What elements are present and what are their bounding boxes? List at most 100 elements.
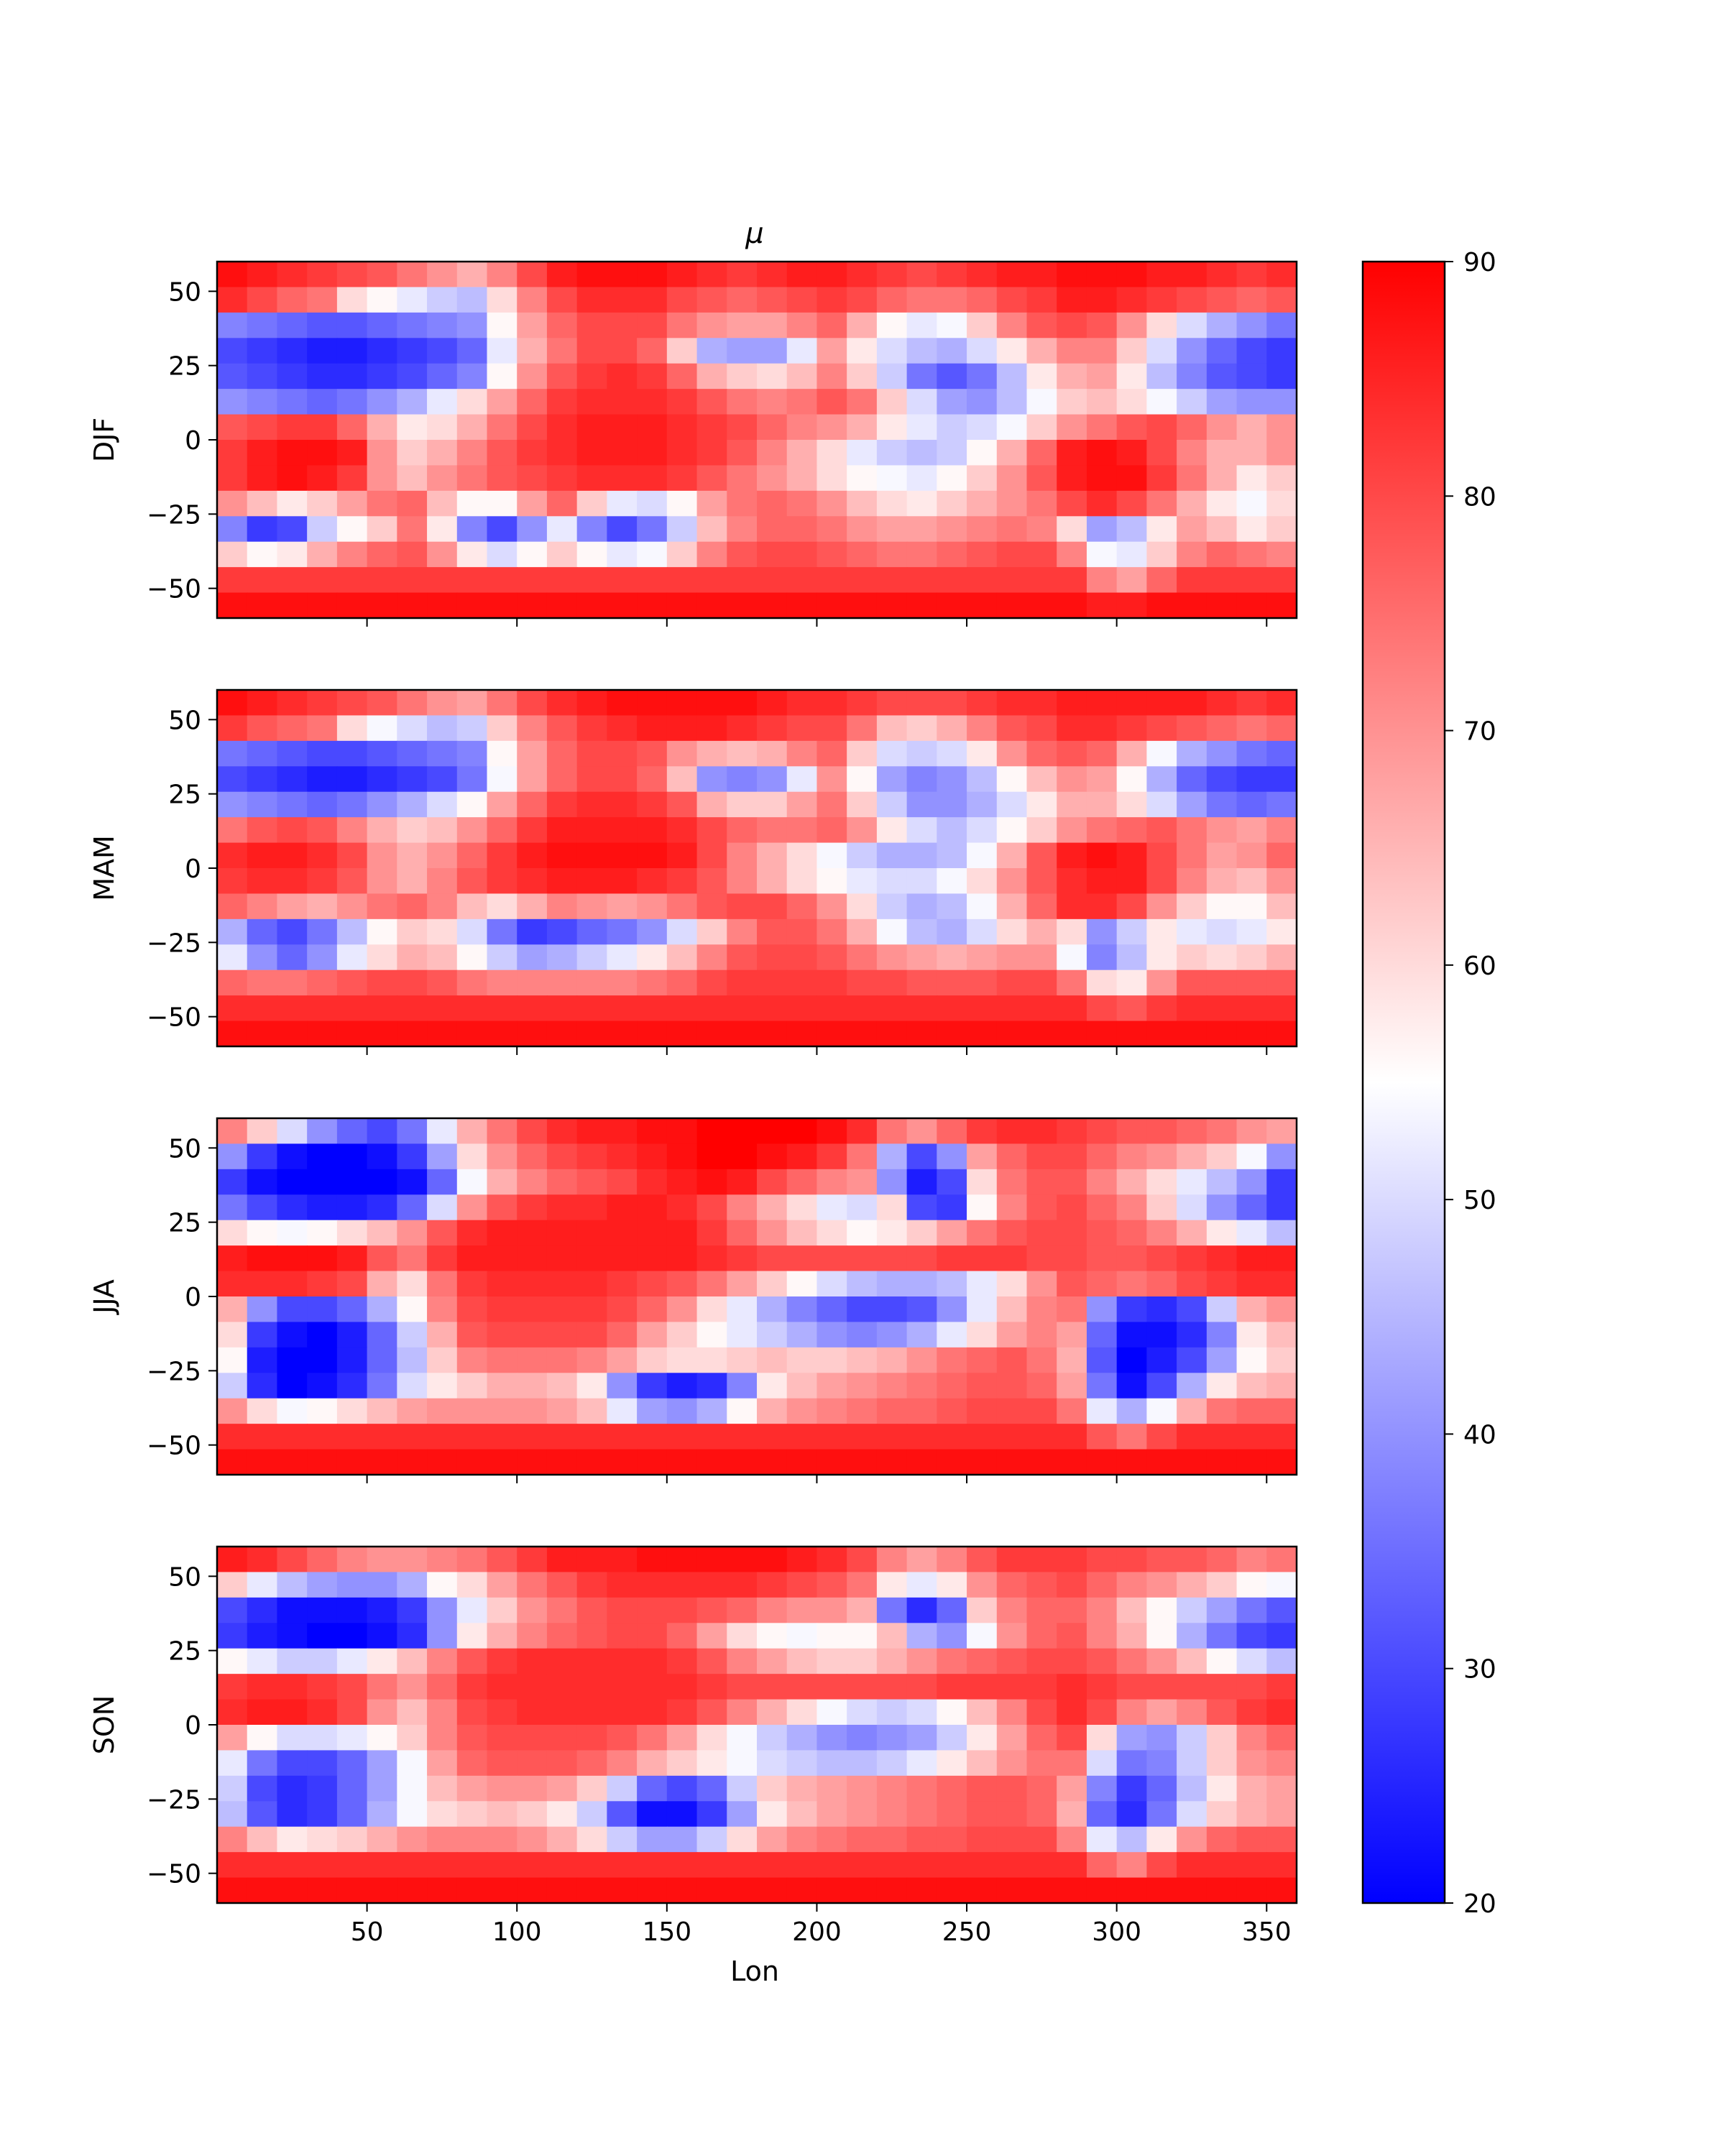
- heatmap-cell: [517, 1398, 548, 1424]
- heatmap-cell: [307, 1699, 338, 1726]
- heatmap-cell: [996, 1245, 1028, 1272]
- heatmap-cell: [1177, 1877, 1208, 1903]
- heatmap-cell: [397, 1623, 428, 1649]
- heatmap-cell: [1057, 1194, 1087, 1221]
- heatmap-cell: [847, 690, 878, 717]
- heatmap-cell: [1236, 766, 1268, 793]
- heatmap-cell: [1266, 567, 1297, 594]
- heatmap-cell: [487, 1373, 518, 1399]
- heatmap-cell: [1236, 338, 1268, 364]
- heatmap-cell: [1266, 1674, 1297, 1700]
- heatmap-cell: [876, 567, 908, 594]
- heatmap-cell: [1026, 516, 1058, 543]
- heatmap-cell: [637, 1271, 668, 1297]
- heatmap-cell: [967, 1623, 998, 1649]
- heatmap-cell: [1206, 567, 1238, 594]
- heatmap-cell: [336, 1572, 368, 1598]
- heatmap-cell: [786, 1699, 818, 1726]
- heatmap-cell: [456, 490, 488, 517]
- heatmap-cell: [937, 287, 967, 313]
- heatmap-cell: [727, 338, 758, 364]
- heatmap-cell: [247, 1424, 278, 1450]
- heatmap-cell: [816, 1750, 847, 1777]
- heatmap-cell: [336, 1373, 368, 1399]
- heatmap-cell: [637, 842, 668, 869]
- heatmap-cell: [1086, 1143, 1118, 1170]
- heatmap-cell: [546, 1021, 578, 1046]
- heatmap-cell: [727, 1877, 758, 1903]
- heatmap-cell: [517, 1547, 548, 1573]
- heatmap-cell: [757, 312, 788, 339]
- heatmap-cell: [1057, 1852, 1087, 1879]
- heatmap-cell: [1086, 465, 1118, 492]
- heatmap-cell: [816, 918, 847, 946]
- x-tick-label: 300: [1092, 1917, 1141, 1947]
- heatmap-cell: [397, 791, 428, 818]
- heatmap-cell: [1206, 918, 1238, 946]
- heatmap-cell: [1177, 817, 1208, 844]
- heatmap-cell: [937, 465, 967, 492]
- heatmap-cell: [456, 1373, 488, 1399]
- heatmap-cell: [607, 944, 638, 971]
- heatmap-cell: [607, 338, 638, 364]
- heatmap-cell: [576, 817, 608, 844]
- heatmap-cell: [1177, 490, 1208, 517]
- heatmap-cell: [1146, 715, 1177, 742]
- heatmap-cell: [786, 287, 818, 313]
- heatmap-cell: [876, 1424, 908, 1450]
- heatmap-cell: [576, 516, 608, 543]
- heatmap-cell: [666, 1826, 698, 1853]
- heatmap-cell: [576, 541, 608, 568]
- heatmap-cell: [666, 541, 698, 568]
- heatmap-cell: [427, 690, 458, 717]
- colorbar-tick-label: 60: [1463, 952, 1496, 981]
- heatmap-cell: [727, 1750, 758, 1777]
- heatmap-cell: [277, 1801, 308, 1828]
- heatmap-cell: [247, 1623, 278, 1649]
- heatmap-cell: [937, 969, 967, 996]
- heatmap-cell: [816, 1373, 847, 1399]
- heatmap-cell: [666, 1775, 698, 1802]
- heatmap-cell: [1086, 1801, 1118, 1828]
- heatmap-cell: [786, 842, 818, 869]
- heatmap-cell: [847, 516, 878, 543]
- heatmap-cell: [427, 1373, 458, 1399]
- heatmap-cell: [1116, 1169, 1148, 1196]
- heatmap-cell: [367, 338, 398, 364]
- heatmap-cell: [906, 817, 938, 844]
- heatmap-cell: [1057, 944, 1087, 971]
- heatmap-cell: [1026, 490, 1058, 517]
- heatmap-cell: [727, 969, 758, 996]
- heatmap-cell: [1177, 1801, 1208, 1828]
- heatmap-cell: [487, 1623, 518, 1649]
- heatmap-cell: [456, 1143, 488, 1170]
- heatmap-cell: [1057, 1424, 1087, 1450]
- heatmap-cell: [1266, 262, 1297, 288]
- heatmap-cell: [1266, 312, 1297, 339]
- heatmap-cell: [757, 1220, 788, 1246]
- heatmap-cell: [637, 918, 668, 946]
- heatmap-cell: [937, 363, 967, 390]
- heatmap-cell: [996, 868, 1028, 895]
- heatmap-cell: [637, 1398, 668, 1424]
- heatmap-cell: [517, 893, 548, 920]
- heatmap-cell: [487, 1424, 518, 1450]
- heatmap-cell: [666, 592, 698, 618]
- heatmap-cell: [1146, 465, 1177, 492]
- heatmap-cell: [1177, 715, 1208, 742]
- heatmap-cell: [786, 490, 818, 517]
- heatmap-cell: [637, 440, 668, 466]
- heatmap-cell: [1116, 868, 1148, 895]
- heatmap-cell: [757, 690, 788, 717]
- heatmap-cell: [906, 1826, 938, 1853]
- heatmap-cell: [786, 893, 818, 920]
- heatmap-cell: [1026, 1699, 1058, 1726]
- heatmap-cell: [666, 1623, 698, 1649]
- heatmap-cell: [336, 893, 368, 920]
- heatmap-cell: [247, 1775, 278, 1802]
- heatmap-cell: [967, 995, 998, 1022]
- heatmap-cell: [1146, 567, 1177, 594]
- heatmap-cell: [1026, 363, 1058, 390]
- heatmap-cell: [1086, 766, 1118, 793]
- heatmap-cell: [906, 363, 938, 390]
